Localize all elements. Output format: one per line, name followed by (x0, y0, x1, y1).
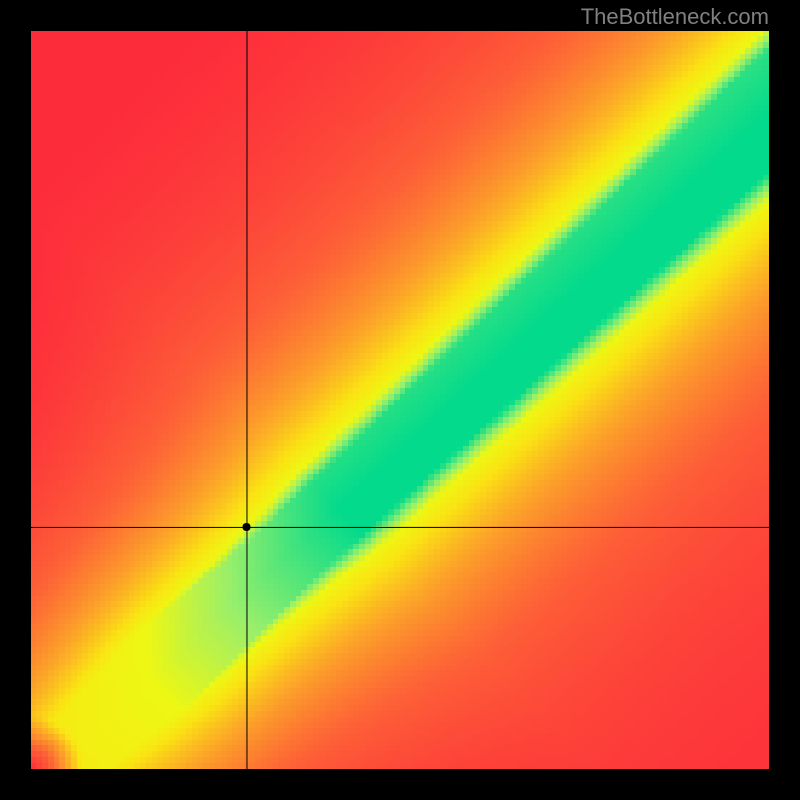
watermark-text: TheBottleneck.com (581, 4, 769, 30)
bottleneck-heatmap (31, 31, 769, 769)
chart-container: TheBottleneck.com (0, 0, 800, 800)
